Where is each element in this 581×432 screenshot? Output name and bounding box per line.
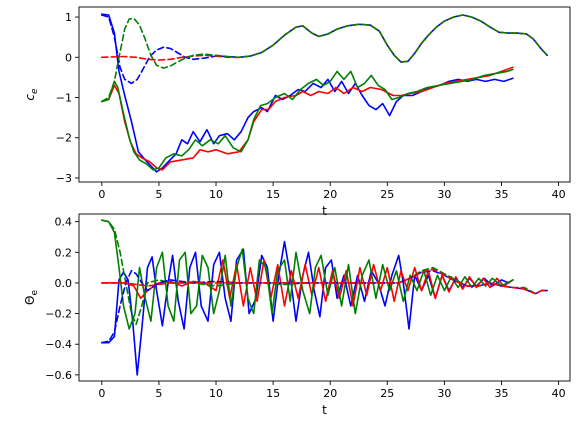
- bottom-plot-area: [101, 219, 548, 376]
- bottom-series-4: [101, 269, 548, 344]
- top-series-4: [101, 14, 548, 63]
- top-plot-area: [101, 13, 548, 173]
- x-tick-label: 0: [98, 188, 105, 201]
- y-tick-label: −1: [56, 92, 72, 105]
- bottom-axes: 0 5 10 15 20 25 30 35 40 −0.6 −0.4 −0.2 0.0 0.2 0.4 t…: [23, 213, 571, 417]
- bottom-series-1: [101, 259, 514, 307]
- bottom-series-5: [101, 268, 548, 295]
- y-tick-label: −0.6: [45, 369, 72, 382]
- x-tick-label: 40: [552, 387, 566, 400]
- bottom-y-axis-label: Θe: [23, 290, 40, 305]
- y-tick-label: −0.4: [45, 338, 72, 351]
- x-tick-label: 0: [98, 387, 105, 400]
- top-series-3: [101, 14, 548, 85]
- x-tick-label: 25: [380, 387, 394, 400]
- top-series-1: [101, 66, 514, 171]
- x-tick-label: 20: [323, 387, 337, 400]
- x-tick-label: 5: [155, 387, 162, 400]
- bottom-y-ticks: −0.6 −0.4 −0.2 0.0 0.2 0.4: [45, 216, 79, 382]
- y-tick-label: 1: [65, 11, 72, 24]
- y-tick-label: 0.0: [55, 277, 73, 290]
- x-tick-label: 25: [380, 188, 394, 201]
- y-tick-label: 0.2: [55, 246, 73, 259]
- top-y-ticks: −3 −2 −1 0 1: [56, 11, 79, 185]
- x-tick-label: 10: [209, 188, 223, 201]
- bottom-series-2: [101, 219, 514, 330]
- top-series-2: [101, 68, 514, 171]
- top-y-axis-label: ce: [23, 88, 40, 101]
- top-x-axis-label: t: [322, 204, 327, 218]
- x-tick-label: 30: [437, 387, 451, 400]
- top-y-axis-label-sub: e: [30, 88, 40, 94]
- bottom-axes-frame: [78, 213, 571, 382]
- bottom-x-axis-label: t: [322, 403, 327, 417]
- y-tick-label: 0: [65, 51, 72, 64]
- x-tick-label: 30: [437, 188, 451, 201]
- top-axes: 0 5 10 15 20 25 30 35 40 −3 −2 −1 0 1 t ce: [23, 6, 571, 218]
- top-x-ticks: 0 5 10 15 20 25 30 35 40: [98, 182, 566, 201]
- x-tick-label: 35: [494, 188, 508, 201]
- top-y-axis-label-main: c: [23, 94, 37, 101]
- x-tick-label: 15: [266, 387, 280, 400]
- bottom-x-ticks: 0 5 10 15 20 25 30 35 40: [98, 381, 566, 400]
- top-series-5: [101, 14, 548, 103]
- x-tick-label: 40: [552, 188, 566, 201]
- bottom-y-axis-label-main: Θ: [23, 296, 37, 305]
- x-tick-label: 15: [266, 188, 280, 201]
- y-tick-label: −3: [56, 172, 72, 185]
- x-tick-label: 5: [155, 188, 162, 201]
- x-tick-label: 20: [323, 188, 337, 201]
- top-axes-frame: [78, 6, 571, 183]
- y-tick-label: 0.4: [55, 216, 73, 229]
- x-tick-label: 35: [494, 387, 508, 400]
- y-tick-label: −2: [56, 132, 72, 145]
- y-tick-label: −0.2: [45, 308, 72, 321]
- bottom-y-axis-label-sub: e: [30, 290, 40, 296]
- x-tick-label: 10: [209, 387, 223, 400]
